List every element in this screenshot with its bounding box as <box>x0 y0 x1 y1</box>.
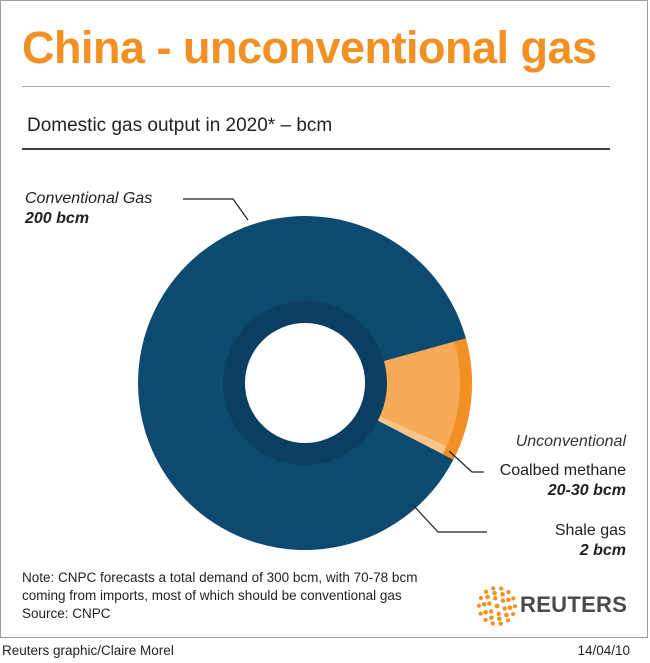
subtitle-divider <box>22 148 610 150</box>
slice-coalbed <box>305 338 472 452</box>
slice-value-conventional: 200 bcm <box>25 210 90 227</box>
source-text: Source: CNPC <box>22 606 111 621</box>
label-coalbed-methane: Coalbed methane 20-30 bcm <box>500 461 626 501</box>
unconventional-group-label: Unconventional <box>515 433 626 450</box>
label-shale-gas: Shale gas 2 bcm <box>555 521 626 561</box>
graphic-date: 14/04/10 <box>577 643 630 658</box>
title-divider <box>22 86 610 87</box>
leader-line-conventional <box>183 198 249 221</box>
leader-line-shale <box>412 504 487 533</box>
chart-note: Note: CNPC forecasts a total demand of 3… <box>22 569 462 623</box>
slice-value-shale: 2 bcm <box>579 542 626 559</box>
slice-label-coalbed: Coalbed methane <box>499 462 626 479</box>
leader-line-coalbed <box>448 450 484 473</box>
slice-label-shale: Shale gas <box>554 522 626 539</box>
slice-label-conventional: Conventional Gas <box>25 190 153 207</box>
graphic-credit: Reuters graphic/Claire Morel <box>2 643 174 658</box>
reuters-logo-icon <box>476 586 518 626</box>
donut-inner-ring <box>223 301 387 465</box>
note-text: Note: CNPC forecasts a total demand of 3… <box>22 570 418 603</box>
reuters-logo-text: REUTERS <box>520 592 628 617</box>
slice-value-coalbed: 20-30 bcm <box>547 482 626 499</box>
chart-subtitle: Domestic gas output in 2020* – bcm <box>27 115 333 136</box>
donut-hole <box>245 323 365 443</box>
page-title: China - unconventional gas <box>22 22 597 73</box>
slice-unconventional-rim <box>442 338 472 460</box>
label-conventional-gas: Conventional Gas 200 bcm <box>25 189 152 229</box>
graphic-frame <box>0 0 648 638</box>
